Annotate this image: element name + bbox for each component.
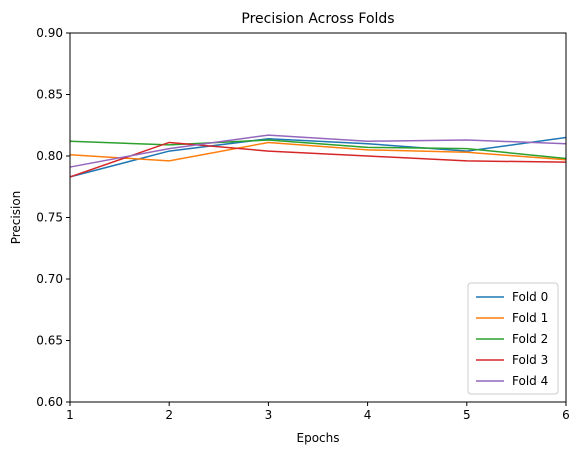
x-tick-label: 5 xyxy=(463,408,471,422)
series-line-fold-1 xyxy=(69,141,567,162)
y-axis-title: Precision xyxy=(9,191,23,245)
tick-layer: 1 2 3 4 5 6 0.60 0.65 0.70 0.75 0.80 0.85 0.90 xyxy=(36,26,570,422)
legend-label: Fold 4 xyxy=(512,374,548,388)
x-tick-label: 4 xyxy=(364,408,372,422)
y-tick-label: 0.80 xyxy=(36,149,63,163)
series-line-fold-0 xyxy=(69,136,567,178)
series-line-fold-3 xyxy=(69,141,567,178)
legend-label: Fold 2 xyxy=(512,332,548,346)
legend: Fold 0 Fold 1 Fold 2 Fold 3 Fold 4 xyxy=(467,282,559,395)
chart-title: Precision Across Folds xyxy=(241,11,394,27)
legend-box xyxy=(467,282,559,395)
series-line-fold-2 xyxy=(69,139,567,160)
y-tick-label: 0.75 xyxy=(36,211,63,225)
legend-label: Fold 0 xyxy=(512,290,548,304)
y-tick-label: 0.90 xyxy=(36,26,63,40)
x-tick-label: 2 xyxy=(165,408,173,422)
y-tick-label: 0.85 xyxy=(36,88,63,102)
x-tick-label: 3 xyxy=(265,408,273,422)
legend-label: Fold 3 xyxy=(512,353,548,367)
y-tick-label: 0.65 xyxy=(36,334,63,348)
x-tick-label: 1 xyxy=(66,408,74,422)
x-tick-label: 6 xyxy=(562,408,570,422)
legend-label: Fold 1 xyxy=(512,311,548,325)
y-tick-label: 0.70 xyxy=(36,272,63,286)
plot-frame xyxy=(69,32,567,403)
series-layer xyxy=(69,134,567,178)
x-axis-title: Epochs xyxy=(297,431,340,445)
y-tick-label: 0.60 xyxy=(36,395,63,409)
series-line-fold-4 xyxy=(69,134,567,168)
